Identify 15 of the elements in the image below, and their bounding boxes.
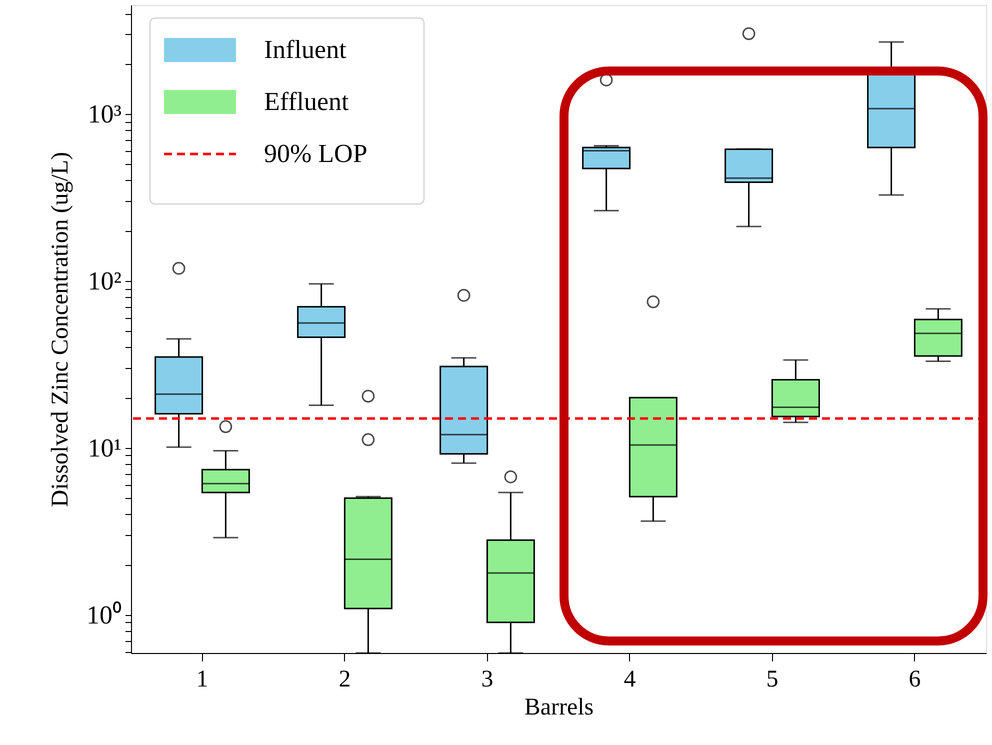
legend-label: Influent <box>264 35 348 64</box>
legend-label: Effluent <box>264 87 350 116</box>
x-tick-label: 4 <box>624 666 636 692</box>
y-tick-label: 10³ <box>88 100 122 129</box>
x-tick-label: 1 <box>196 666 208 692</box>
x-tick-label: 5 <box>766 666 778 692</box>
y-tick-label: 10¹ <box>88 433 122 462</box>
y-tick-label: 10² <box>88 266 122 296</box>
x-tick-label: 3 <box>481 666 494 692</box>
x-tick-label: 6 <box>908 666 921 692</box>
y-tick-label: 10⁰ <box>86 600 122 630</box>
legend-label: 90% LOP <box>264 139 368 168</box>
x-tick-label: 2 <box>338 666 351 692</box>
y-axis-title: Dissolved Zinc Concentration (ug/L) <box>48 152 74 508</box>
x-axis-title: Barrels <box>524 694 594 720</box>
